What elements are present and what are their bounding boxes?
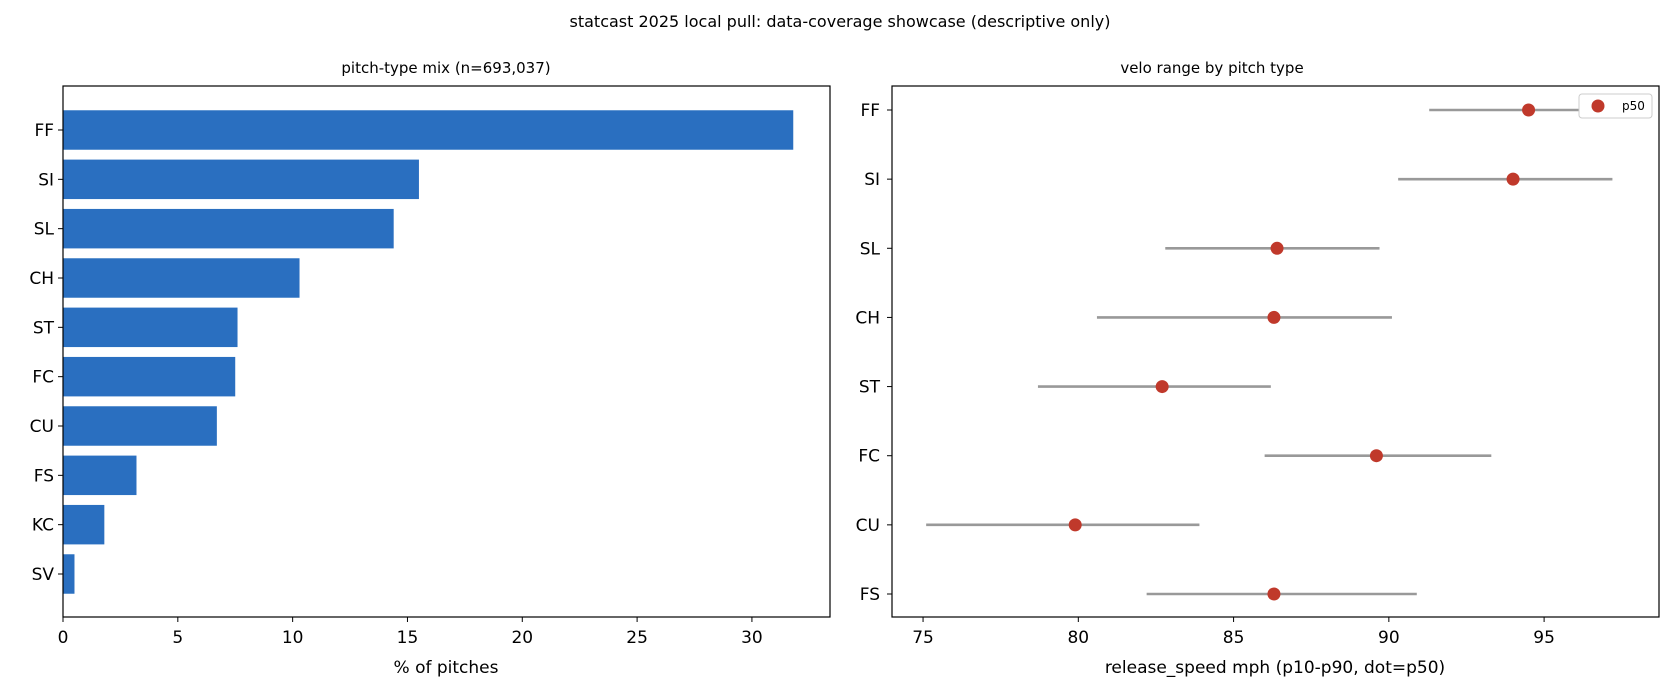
- y-tick-label-cu: CU: [30, 417, 54, 437]
- y-tick-label-cu: CU: [856, 516, 880, 536]
- x-tick-label-95: 95: [1533, 628, 1555, 648]
- velo-range-lines: [926, 108, 1616, 596]
- bar-st: [63, 307, 238, 348]
- x-tick-label-30: 30: [741, 628, 763, 648]
- y-tick-label-si: SI: [864, 170, 880, 190]
- p50-dot-sl: [1270, 241, 1284, 255]
- y-tick-label-sv: SV: [32, 565, 55, 585]
- bar-ff: [63, 110, 794, 150]
- y-tick-label-sl: SL: [860, 239, 881, 259]
- x-tick-label-80: 80: [1067, 628, 1089, 648]
- x-tick-label-10: 10: [282, 628, 304, 648]
- velo-p50-dots: [1068, 103, 1536, 601]
- pitch-mix-bars: [63, 110, 794, 594]
- velo-range-x-axis-label: release_speed mph (p10-p90, dot=p50): [1105, 658, 1445, 678]
- bar-cu: [63, 406, 217, 446]
- y-tick-label-ch: CH: [29, 269, 54, 289]
- bar-kc: [63, 504, 105, 545]
- velo-range-frame: [891, 85, 1660, 618]
- bar-si: [63, 159, 419, 200]
- velo-range-title: velo range by pitch type: [1120, 59, 1303, 77]
- y-tick-label-ff: FF: [34, 121, 54, 141]
- x-tick-label-20: 20: [511, 628, 533, 648]
- x-tick-label-75: 75: [912, 628, 934, 648]
- y-tick-label-fc: FC: [32, 368, 54, 388]
- y-tick-label-fs: FS: [860, 585, 880, 605]
- x-tick-label-85: 85: [1223, 628, 1245, 648]
- velo-range-x-ticks: 75 80 85 90 95: [912, 617, 1555, 648]
- p50-dot-fc: [1369, 449, 1383, 463]
- bar-sl: [63, 208, 394, 249]
- legend-p50-label: p50: [1622, 99, 1645, 113]
- velo-range-axes: velo range by pitch type FFSISLCHSTFCCUF…: [855, 59, 1660, 678]
- p50-dot-ch: [1267, 310, 1281, 324]
- pitch-mix-title: pitch-type mix (n=693,037): [341, 59, 550, 77]
- legend-p50-marker: [1591, 99, 1605, 113]
- bar-fc: [63, 356, 236, 397]
- bar-fs: [63, 455, 137, 496]
- velo-range-y-ticks: FF SI SL CH ST FC CU FS: [855, 101, 892, 605]
- y-tick-label-fs: FS: [34, 466, 54, 486]
- y-tick-label-kc: KC: [32, 516, 54, 536]
- bar-ch: [63, 258, 300, 298]
- y-tick-label-ch: CH: [855, 308, 880, 328]
- pitch-mix-x-ticks: 0 5 10 15 20 25 30: [58, 617, 763, 648]
- p50-dot-st: [1155, 380, 1169, 394]
- p50-dot-cu: [1068, 518, 1082, 532]
- y-tick-label-fc: FC: [858, 447, 880, 467]
- pitch-mix-axes: pitch-type mix (n=693,037) FF SI SL CH ST FC C…: [29, 59, 831, 678]
- x-tick-label-5: 5: [172, 628, 183, 648]
- pitch-mix-y-ticks: FF SI SL CH ST FC CU FS KC SV: [29, 121, 63, 585]
- x-tick-label-90: 90: [1378, 628, 1400, 648]
- p50-dot-si: [1506, 172, 1520, 186]
- figure-suptitle: statcast 2025 local pull: data-coverage …: [570, 12, 1111, 31]
- y-tick-label-ff: FF: [860, 101, 880, 121]
- pitch-mix-x-axis-label: % of pitches: [394, 658, 499, 678]
- y-tick-label-sl: SL: [34, 220, 55, 240]
- bar-sv: [63, 554, 75, 594]
- x-tick-label-15: 15: [397, 628, 419, 648]
- p50-dot-ff: [1522, 103, 1536, 117]
- pitch-mix-frame: [62, 85, 831, 618]
- y-tick-label-st: ST: [33, 318, 55, 338]
- x-tick-label-0: 0: [58, 628, 69, 648]
- velo-legend: p50: [1578, 93, 1653, 119]
- p50-dot-fs: [1267, 587, 1281, 601]
- y-tick-label-st: ST: [859, 378, 881, 398]
- x-tick-label-25: 25: [626, 628, 648, 648]
- y-tick-label-si: SI: [38, 170, 54, 190]
